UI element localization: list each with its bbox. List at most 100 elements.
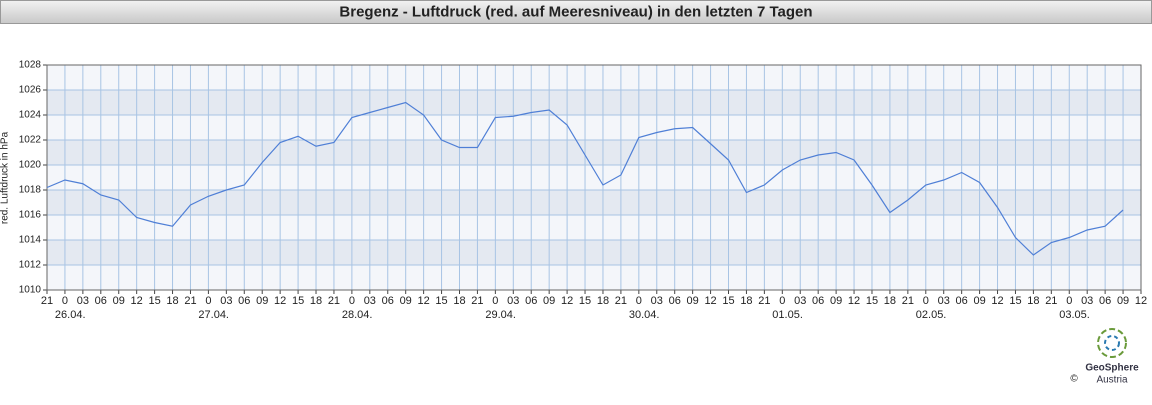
y-tick-label: 1020: [19, 160, 42, 171]
y-tick-label: 1014: [19, 235, 42, 246]
chart-title: Bregenz - Luftdruck (red. auf Meeresnive…: [339, 3, 812, 20]
x-tick-label: 18: [453, 295, 465, 307]
band: [47, 90, 1141, 115]
x-tick-label: 12: [848, 295, 860, 307]
y-tick-label: 1018: [19, 185, 42, 196]
logo-mark: [1097, 328, 1127, 358]
x-tick-label: 12: [417, 295, 429, 307]
x-tick-label: 06: [238, 295, 250, 307]
x-tick-label: 03: [77, 295, 89, 307]
date-label: 26.04.: [55, 309, 86, 321]
logo-sub: Austria: [1096, 375, 1128, 386]
x-tick-label: 06: [382, 295, 394, 307]
x-tick-label: 21: [902, 295, 914, 307]
y-tick-label: 1026: [19, 85, 42, 96]
x-tick-label: 15: [1009, 295, 1021, 307]
x-tick-label: 12: [131, 295, 143, 307]
x-tick-label: 03: [938, 295, 950, 307]
x-tick-label: 09: [1117, 295, 1129, 307]
x-tick-label: 15: [435, 295, 447, 307]
y-tick-label: 1012: [19, 260, 42, 271]
x-tick-label: 15: [148, 295, 160, 307]
x-tick-label: 21: [41, 295, 53, 307]
x-tick-label: 12: [1135, 295, 1147, 307]
band: [47, 265, 1141, 290]
band: [47, 215, 1141, 240]
date-label: 28.04.: [342, 309, 373, 321]
y-tick-label: 1010: [19, 285, 42, 296]
x-tick-label: 21: [471, 295, 483, 307]
plot-area: 21 0 26.04. 03 06 09 12 15 18 21 0 27.04. 03 06 09 12 15…: [19, 60, 1147, 321]
y-tick-label: 1016: [19, 210, 42, 221]
x-tick-label: 18: [1027, 295, 1039, 307]
x-tick-label: 06: [1099, 295, 1111, 307]
y-tick-label: 1028: [19, 60, 42, 71]
band: [47, 115, 1141, 140]
x-tick-label: 03: [794, 295, 806, 307]
x-tick-label: 15: [292, 295, 304, 307]
x-tick-label: 0: [923, 295, 929, 307]
x-tick-label: 03: [1081, 295, 1093, 307]
x-tick-label: 12: [991, 295, 1003, 307]
x-tick-label: 09: [973, 295, 985, 307]
x-tick-label: 06: [525, 295, 537, 307]
x-tick-label: 0: [636, 295, 642, 307]
band: [47, 65, 1141, 90]
plot-border: [46, 64, 1142, 291]
x-tick-label: 06: [956, 295, 968, 307]
x-tick-label: 03: [364, 295, 376, 307]
x-tick-label: 18: [310, 295, 322, 307]
copyright: ©: [1070, 374, 1078, 385]
x-tick-label: 09: [400, 295, 412, 307]
date-label: 02.05.: [916, 309, 947, 321]
date-label: 29.04.: [485, 309, 516, 321]
x-tick-label: 06: [669, 295, 681, 307]
band: [47, 190, 1141, 215]
x-tick-label: 18: [884, 295, 896, 307]
logo-name: GeoSphere: [1085, 363, 1139, 374]
y-tick-label: 1024: [19, 110, 42, 121]
logo-mark: [1104, 335, 1120, 351]
x-tick-label: 0: [492, 295, 498, 307]
x-tick-label: 09: [830, 295, 842, 307]
band: [47, 140, 1141, 165]
x-tick-label: 06: [812, 295, 824, 307]
x-tick-label: 12: [274, 295, 286, 307]
x-tick-label: 21: [615, 295, 627, 307]
pressure-line: [46, 101, 1124, 256]
x-tick-label: 09: [256, 295, 268, 307]
x-tick-label: 15: [579, 295, 591, 307]
x-tick-label: 18: [597, 295, 609, 307]
date-label: 27.04.: [198, 309, 229, 321]
date-label: 01.05.: [772, 309, 803, 321]
x-tick-label: 09: [113, 295, 125, 307]
x-tick-label: 03: [507, 295, 519, 307]
x-tick-label: 03: [220, 295, 232, 307]
y-axis-label: red. Luftdruck in hPa: [0, 131, 11, 224]
x-tick-label: 0: [62, 295, 68, 307]
date-label: 03.05.: [1059, 309, 1090, 321]
x-tick-label: 06: [95, 295, 107, 307]
band: [47, 165, 1141, 190]
x-tick-label: 21: [328, 295, 340, 307]
x-tick-label: 21: [758, 295, 770, 307]
x-tick-label: 0: [205, 295, 211, 307]
band: [47, 240, 1141, 265]
date-label: 30.04.: [629, 309, 660, 321]
y-tick-label: 1022: [19, 135, 42, 146]
x-tick-label: 18: [740, 295, 752, 307]
x-tick-label: 15: [866, 295, 878, 307]
x-tick-label: 0: [1066, 295, 1072, 307]
x-tick-label: 0: [779, 295, 785, 307]
x-tick-label: 09: [543, 295, 555, 307]
x-tick-label: 09: [687, 295, 699, 307]
x-tick-label: 0: [349, 295, 355, 307]
x-tick-label: 21: [184, 295, 196, 307]
x-tick-label: 18: [166, 295, 178, 307]
logo: GeoSphere Austria ©: [1070, 328, 1139, 386]
x-tick-label: 12: [704, 295, 716, 307]
x-tick-label: 15: [722, 295, 734, 307]
x-tick-label: 12: [561, 295, 573, 307]
x-tick-label: 03: [651, 295, 663, 307]
